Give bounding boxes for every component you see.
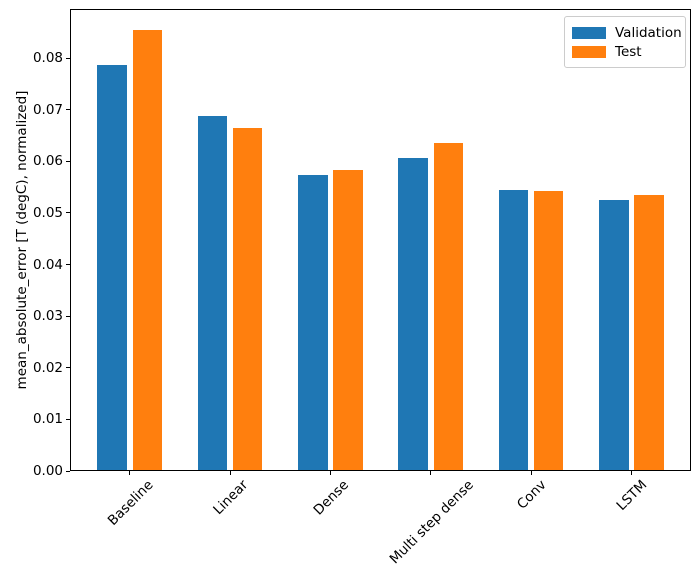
y-tick-label-0.01: 0.01 [32,411,63,428]
y-tick-label-0.00: 0.00 [32,463,63,479]
y-tick-label-0.03: 0.03 [32,308,63,325]
x-tick-label-multi-step-dense: Multi step dense [386,477,477,568]
bar-test-multi-step-dense [433,143,464,470]
plot-area [70,9,691,471]
bar-test-baseline [132,29,163,470]
x-tick-label-dense: Dense [310,477,353,519]
x-tick-linear [229,471,231,475]
y-tick-label-0.04: 0.04 [32,256,63,273]
bar-test-linear [232,128,263,470]
x-tick-conv [530,471,532,475]
legend: Validation Test [564,16,686,68]
bar-validation-baseline [97,64,127,470]
x-tick-lstm [630,471,632,475]
y-tick-0.03 [66,315,70,317]
y-tick-0.07 [66,109,70,111]
y-tick-0.06 [66,160,70,162]
x-tick-dense [329,471,331,475]
y-tick-0.05 [66,212,70,214]
y-tick-0.01 [66,418,70,420]
bar-validation-linear [197,116,228,470]
x-tick-label-conv: Conv [514,477,550,513]
bar-test-dense [333,169,363,470]
y-tick-0.02 [66,367,70,369]
x-tick-label-linear: Linear [210,477,252,518]
y-tick-0.00 [66,470,70,472]
x-tick-label-lstm: LSTM [613,477,651,514]
bar-validation-multi-step-dense [398,157,428,470]
legend-swatch-validation [572,26,606,39]
bar-test-conv [533,190,564,470]
legend-swatch-test [572,45,606,58]
x-tick-baseline [129,471,131,475]
y-tick-label-0.07: 0.07 [32,101,63,118]
y-tick-label-0.05: 0.05 [32,204,63,221]
y-tick-label-0.02: 0.02 [32,359,63,376]
legend-item-validation: Validation [572,23,685,42]
legend-item-test: Test [572,42,685,61]
legend-label-validation: Validation [615,24,682,41]
y-tick-0.04 [66,264,70,266]
bar-test-lstm [634,195,664,470]
x-tick-multi-step-dense [430,471,432,475]
y-tick-0.08 [66,57,70,59]
bar-validation-conv [498,189,529,470]
bar-validation-dense [298,175,328,470]
legend-label-test: Test [615,43,642,60]
y-tick-label-0.08: 0.08 [32,50,63,67]
bar-validation-lstm [599,200,629,470]
y-tick-label-0.06: 0.06 [32,153,63,170]
y-axis-label: mean_absolute_error [T (degC), normalize… [14,90,30,390]
x-tick-label-baseline: Baseline [104,477,157,529]
